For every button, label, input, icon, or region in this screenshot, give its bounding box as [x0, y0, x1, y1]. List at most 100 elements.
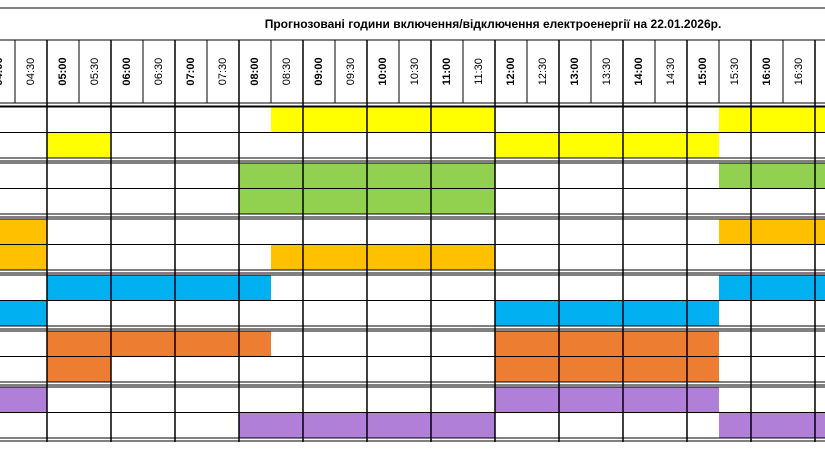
cell [0, 331, 15, 357]
cell [399, 387, 431, 413]
cell [399, 132, 431, 158]
cell [271, 188, 303, 214]
cell [783, 331, 815, 357]
cell [143, 188, 175, 214]
time-label: 06:00 [121, 57, 133, 85]
cell [815, 163, 825, 189]
cell [431, 356, 463, 382]
cell [271, 387, 303, 413]
cell [271, 412, 303, 438]
cell [47, 132, 79, 158]
cell [207, 331, 239, 357]
cell [559, 132, 591, 158]
cell [815, 356, 825, 382]
cell [687, 188, 719, 214]
cell [815, 132, 825, 158]
cell [623, 331, 655, 357]
time-label: 05:00 [57, 57, 69, 85]
cell [111, 244, 143, 270]
cell [463, 219, 495, 245]
cell [751, 387, 783, 413]
cell [751, 300, 783, 326]
cell [783, 132, 815, 158]
time-label: 05:30 [89, 58, 101, 86]
cell [559, 107, 591, 133]
cell [79, 300, 111, 326]
cell [655, 412, 687, 438]
cell [463, 412, 495, 438]
cell [591, 132, 623, 158]
cell [655, 275, 687, 301]
time-label: 12:00 [505, 57, 517, 85]
cell [399, 219, 431, 245]
cell [15, 412, 47, 438]
cell [143, 331, 175, 357]
cell [335, 107, 367, 133]
cell [143, 275, 175, 301]
cell [47, 275, 79, 301]
time-label: 10:30 [409, 58, 421, 86]
cell [303, 188, 335, 214]
cell [79, 244, 111, 270]
cell [591, 300, 623, 326]
cell [687, 275, 719, 301]
cell [79, 387, 111, 413]
cell [719, 331, 751, 357]
cell [463, 188, 495, 214]
cell [175, 412, 207, 438]
cell [815, 188, 825, 214]
cell [47, 219, 79, 245]
cell [367, 275, 399, 301]
cell [303, 300, 335, 326]
cell [687, 331, 719, 357]
cell [303, 275, 335, 301]
title: Прогнозовані години включення/відключенн… [265, 17, 722, 31]
cell [463, 107, 495, 133]
cell [47, 163, 79, 189]
cell [623, 244, 655, 270]
cell [815, 331, 825, 357]
cell [207, 188, 239, 214]
cell [111, 188, 143, 214]
cell [623, 300, 655, 326]
cell [111, 331, 143, 357]
cell [79, 132, 111, 158]
cell [495, 356, 527, 382]
cell [47, 107, 79, 133]
cell [303, 219, 335, 245]
cell [559, 275, 591, 301]
cell [335, 300, 367, 326]
time-label: 11:30 [473, 58, 485, 85]
cell [367, 244, 399, 270]
cell [239, 412, 271, 438]
cell [399, 107, 431, 133]
cell [719, 300, 751, 326]
cell [591, 356, 623, 382]
cell [559, 244, 591, 270]
time-label: 14:00 [633, 57, 645, 85]
cell [687, 163, 719, 189]
cell [495, 188, 527, 214]
cell [463, 300, 495, 326]
cell [687, 219, 719, 245]
time-label: 11:00 [441, 58, 453, 86]
cell [239, 107, 271, 133]
cell [335, 387, 367, 413]
cell [367, 163, 399, 189]
cell [111, 275, 143, 301]
cell [591, 188, 623, 214]
cell [527, 244, 559, 270]
cell [559, 356, 591, 382]
cell [239, 244, 271, 270]
cell [399, 356, 431, 382]
cell [143, 244, 175, 270]
cell [783, 244, 815, 270]
cell [79, 188, 111, 214]
cell [239, 387, 271, 413]
cell [143, 356, 175, 382]
cell [623, 163, 655, 189]
cell [655, 387, 687, 413]
time-label: 12:30 [537, 58, 549, 86]
cell [687, 387, 719, 413]
cell [527, 132, 559, 158]
